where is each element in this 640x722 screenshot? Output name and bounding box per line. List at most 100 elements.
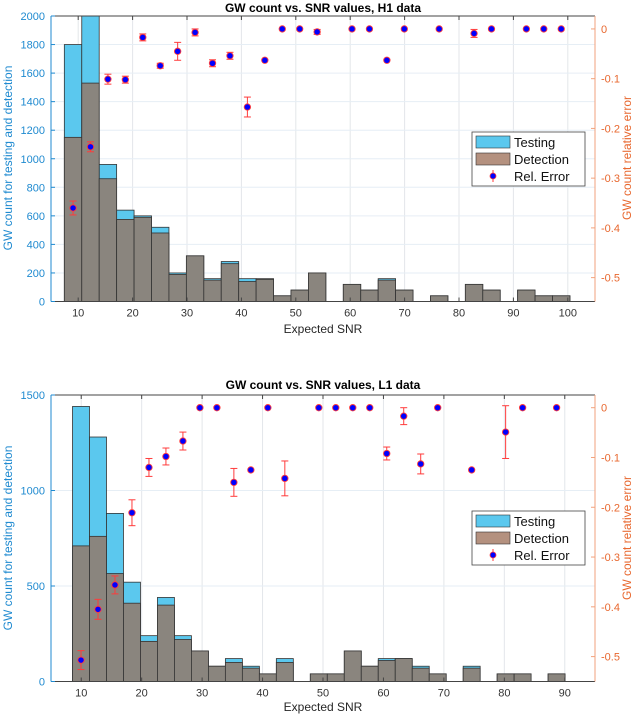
rel-error-point (156, 62, 164, 70)
x-tick-label: 80 (453, 308, 465, 320)
y-tick-label-left: 500 (27, 581, 45, 593)
bar-detection (430, 295, 449, 302)
y-tick-label-right: -0.1 (601, 452, 620, 464)
rel-error-point (315, 404, 323, 412)
rel-error-point (230, 478, 238, 487)
bar-detection (168, 273, 187, 302)
bar-detection (174, 639, 192, 682)
rel-error-point (434, 404, 442, 412)
legend-swatch-testing (475, 135, 511, 149)
bar-detection (123, 602, 141, 682)
rel-error-point (121, 76, 130, 84)
bar-detection (496, 673, 515, 682)
x-tick-label: 60 (344, 308, 356, 320)
bar-detection (241, 667, 260, 682)
rel-error-point (552, 404, 561, 412)
bar-detection (275, 662, 294, 682)
legend-marker-icon (489, 172, 497, 180)
bar-detection (63, 136, 83, 302)
bar-detection (273, 295, 292, 302)
y-tick-label-left: 2000 (21, 11, 45, 23)
x-tick-label: 90 (507, 308, 519, 320)
legend-label-rel-error: Rel. Error (514, 548, 570, 563)
rel-error-point (332, 404, 340, 412)
x-axis-label: Expected SNR (284, 322, 363, 336)
rel-error-point (501, 428, 510, 436)
legend-swatch-testing (475, 514, 511, 528)
chart-title: GW count vs. SNR values, L1 data (226, 378, 421, 392)
rel-error-point (145, 463, 153, 472)
bar-detection (157, 604, 175, 682)
bar-detection (81, 82, 100, 302)
rel-error-point (174, 47, 182, 55)
x-axis-label: Expected SNR (284, 700, 363, 714)
rel-error-point (400, 25, 408, 33)
y-tick-label-left: 0 (39, 297, 45, 309)
bar-detection (191, 650, 209, 682)
bar-detection (360, 665, 379, 682)
rel-error-point (435, 25, 443, 33)
x-tick-label: 90 (559, 688, 571, 700)
bar-detection (98, 178, 118, 302)
y-tick-label-right: -0.3 (601, 173, 620, 185)
legend-label-testing: Testing (514, 514, 555, 529)
y-tick-label-right: 0 (601, 24, 607, 36)
rel-error-point (69, 204, 77, 212)
y-tick-label-left: 1000 (21, 486, 45, 498)
x-tick-label: 60 (377, 688, 389, 700)
bar-detection (360, 289, 379, 302)
bar-detection (220, 263, 240, 302)
chart-title: GW count vs. SNR values, H1 data (225, 1, 421, 15)
y-tick-label-left: 200 (27, 268, 45, 280)
legend-label-detection: Detection (514, 531, 569, 546)
x-tick-label: 70 (398, 308, 410, 320)
legend-marker-icon (489, 551, 497, 559)
rel-error-point (247, 466, 255, 474)
bar-detection (547, 673, 566, 682)
legend-label-rel-error: Rel. Error (514, 169, 570, 184)
rel-error-point (383, 56, 391, 64)
rel-error-point (261, 56, 269, 64)
rel-error-point (470, 29, 478, 38)
x-tick-label: 80 (498, 688, 510, 700)
y-tick-label-right: -0.2 (601, 502, 620, 514)
bar-detection (140, 640, 158, 682)
legend-label-testing: Testing (514, 135, 555, 150)
bar-detection (343, 650, 362, 682)
l1-chart: GW count vs. SNR values, L1 data Expecte… (1, 378, 634, 714)
y-tick-label-left: 1500 (21, 390, 45, 402)
rel-error-point (162, 452, 170, 461)
rel-error-point (349, 404, 357, 412)
rel-error-point (208, 59, 217, 67)
rel-error-point (128, 509, 136, 517)
y-tick-label-right: -0.4 (601, 602, 620, 614)
bar-detection (411, 667, 430, 682)
bar-detection (377, 660, 396, 682)
x-tick-label: 50 (290, 308, 302, 320)
bar-detection (517, 289, 536, 302)
y-tick-label-right: -0.5 (601, 273, 620, 285)
bar-detection (464, 283, 484, 302)
bar-detection (290, 289, 309, 302)
rel-error-point (139, 33, 147, 42)
bar-detection (224, 662, 243, 682)
bar-detection (377, 279, 396, 302)
rel-error-point (296, 25, 304, 33)
bar-detection (462, 667, 481, 682)
y-tick-label-left: 1400 (21, 97, 45, 109)
y-tick-label-right: -0.2 (601, 123, 620, 135)
legend: Testing Detection Rel. Error (471, 131, 586, 187)
y-tick-label-right: -0.5 (601, 652, 620, 664)
rel-error-point (468, 466, 476, 474)
y-axis-label-right: GW count relative error (620, 96, 634, 220)
x-tick-label: 10 (75, 688, 87, 700)
rel-error-point (94, 605, 102, 613)
rel-error-point (104, 75, 112, 83)
rel-error-point (86, 143, 95, 151)
bar-detection (151, 232, 170, 302)
bar-detection (258, 673, 277, 682)
y-tick-label-right: 0 (601, 403, 607, 415)
legend: Testing Detection Rel. Error (471, 510, 586, 566)
rel-error-point (487, 25, 496, 33)
